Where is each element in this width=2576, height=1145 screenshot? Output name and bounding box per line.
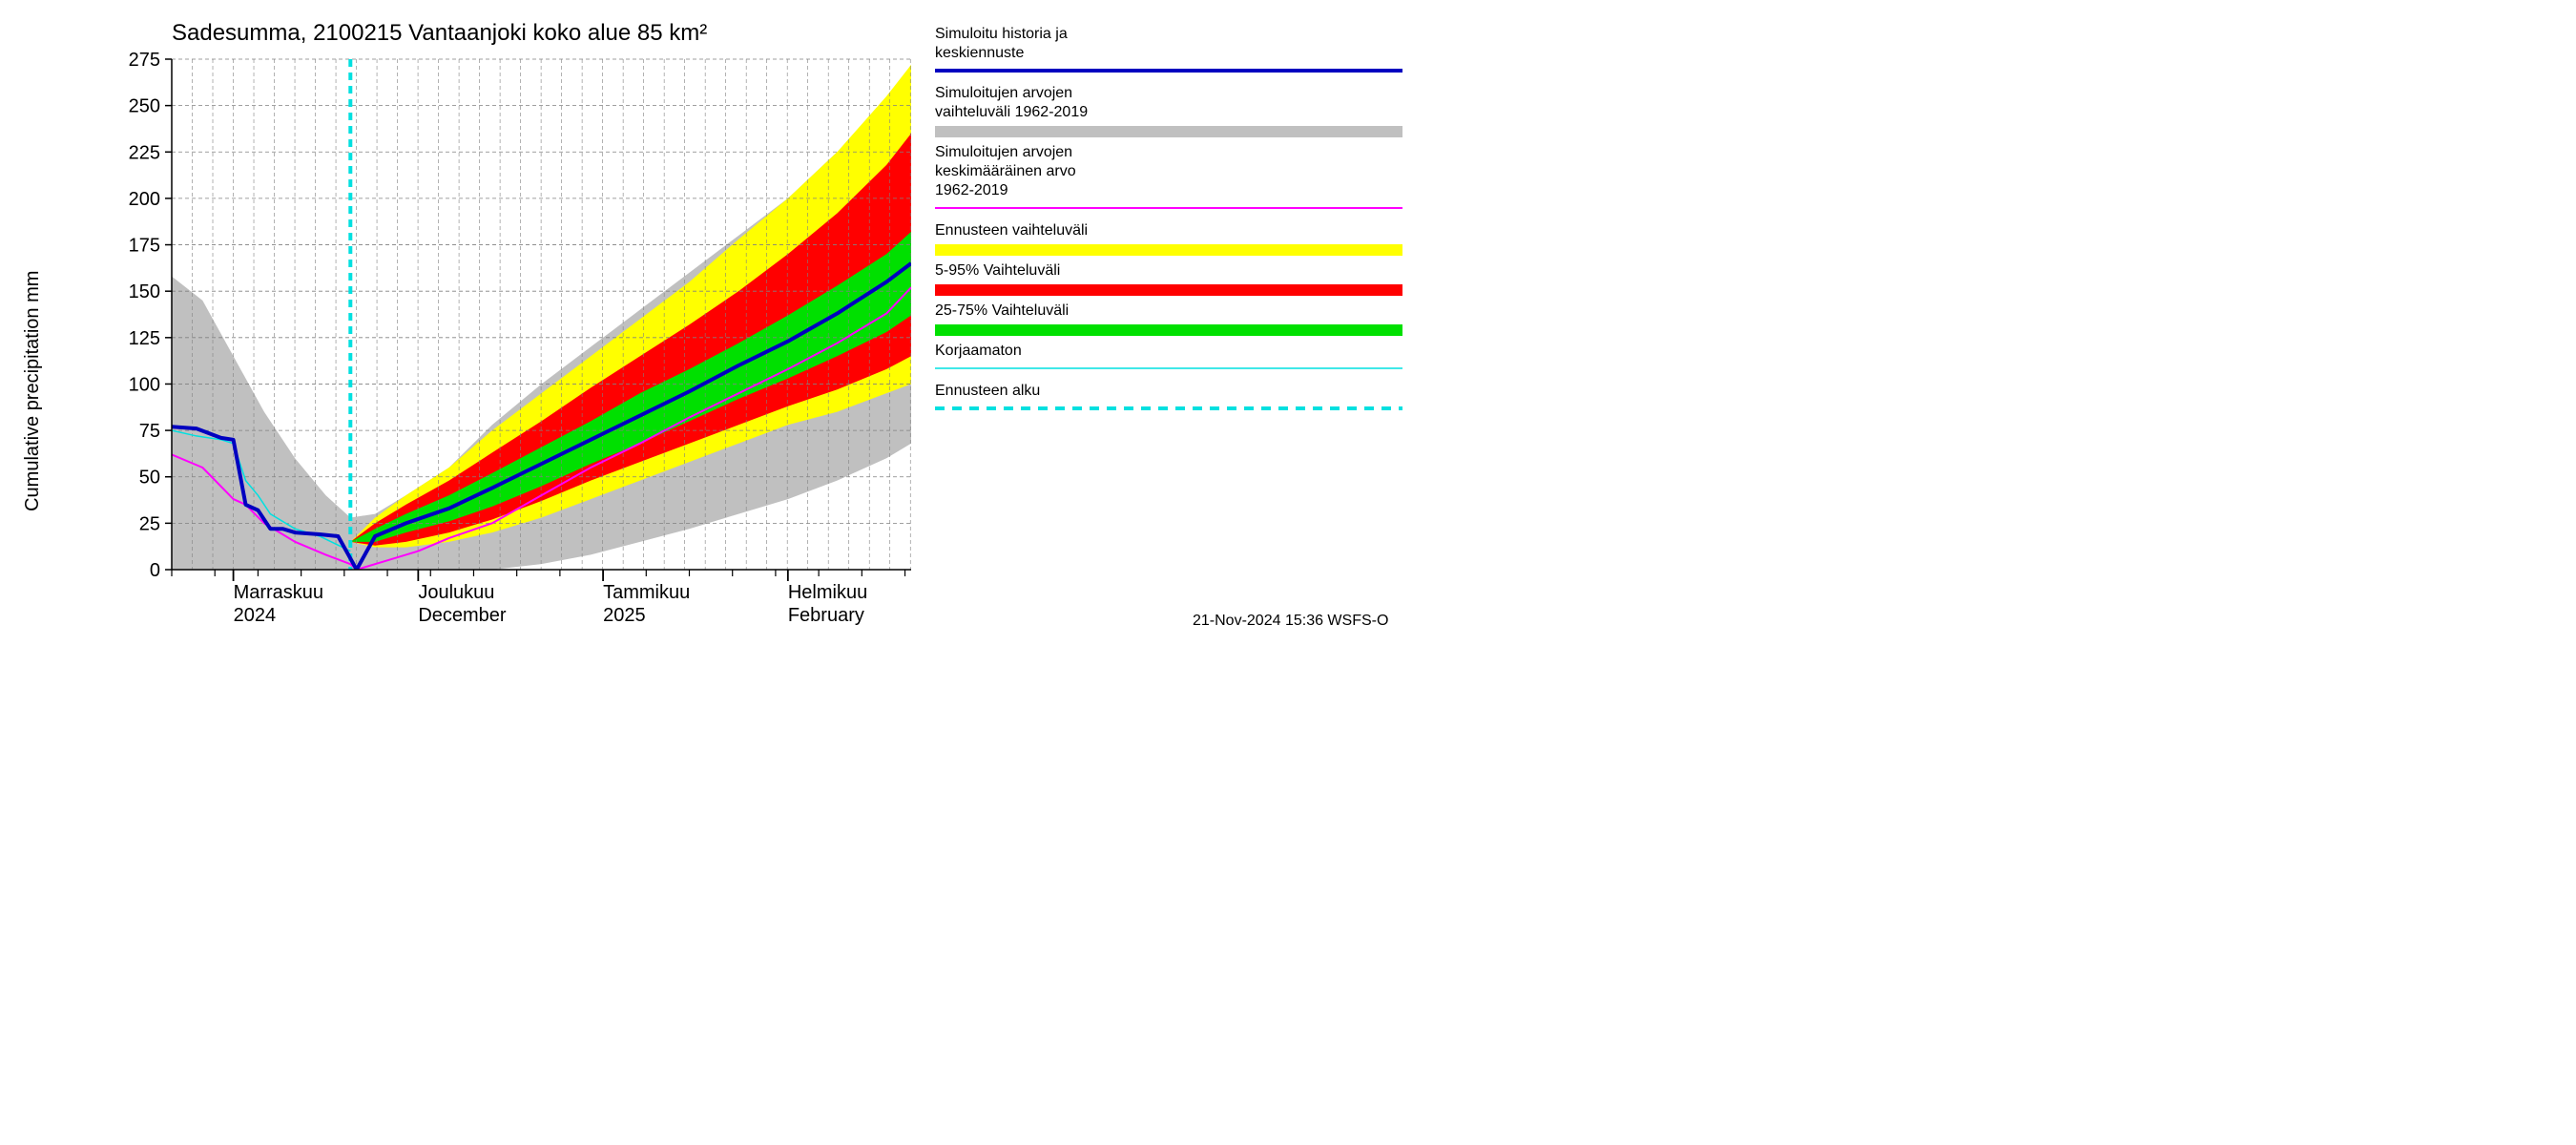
svg-text:0: 0 bbox=[150, 560, 160, 581]
svg-text:February: February bbox=[788, 605, 864, 626]
svg-text:Tammikuu: Tammikuu bbox=[603, 582, 690, 603]
svg-text:Ennusteen vaihteluväli: Ennusteen vaihteluväli bbox=[935, 222, 1088, 239]
svg-text:December: December bbox=[418, 605, 507, 626]
svg-text:2024: 2024 bbox=[234, 605, 276, 626]
svg-text:225: 225 bbox=[129, 142, 160, 163]
svg-text:Simuloitujen arvojen: Simuloitujen arvojen bbox=[935, 85, 1072, 101]
svg-text:Simuloitujen arvojen: Simuloitujen arvojen bbox=[935, 144, 1072, 160]
svg-text:5-95% Vaihteluväli: 5-95% Vaihteluväli bbox=[935, 262, 1060, 279]
svg-text:50: 50 bbox=[139, 468, 160, 489]
svg-text:175: 175 bbox=[129, 236, 160, 257]
svg-text:Korjaamaton: Korjaamaton bbox=[935, 343, 1022, 359]
svg-text:Marraskuu: Marraskuu bbox=[234, 582, 323, 603]
svg-text:keskimääräinen arvo: keskimääräinen arvo bbox=[935, 163, 1076, 179]
svg-text:25: 25 bbox=[139, 513, 160, 534]
svg-text:250: 250 bbox=[129, 96, 160, 117]
svg-text:2025: 2025 bbox=[603, 605, 646, 626]
svg-text:Helmikuu: Helmikuu bbox=[788, 582, 867, 603]
svg-text:Ennusteen alku: Ennusteen alku bbox=[935, 383, 1040, 399]
svg-text:25-75% Vaihteluväli: 25-75% Vaihteluväli bbox=[935, 302, 1069, 319]
svg-text:21-Nov-2024 15:36 WSFS-O: 21-Nov-2024 15:36 WSFS-O bbox=[1193, 613, 1388, 629]
svg-text:Joulukuu: Joulukuu bbox=[418, 582, 494, 603]
svg-text:vaihteluväli 1962-2019: vaihteluväli 1962-2019 bbox=[935, 104, 1088, 120]
svg-text:100: 100 bbox=[129, 374, 160, 395]
svg-text:275: 275 bbox=[129, 50, 160, 71]
svg-text:200: 200 bbox=[129, 189, 160, 210]
svg-text:125: 125 bbox=[129, 328, 160, 349]
svg-text:Simuloitu historia ja: Simuloitu historia ja bbox=[935, 26, 1068, 42]
svg-text:Cumulative precipitation mm: Cumulative precipitation mm bbox=[22, 271, 43, 511]
svg-text:Sadesumma, 2100215 Vantaanjoki: Sadesumma, 2100215 Vantaanjoki koko alue… bbox=[172, 20, 707, 46]
svg-text:keskiennuste: keskiennuste bbox=[935, 45, 1024, 61]
svg-text:1962-2019: 1962-2019 bbox=[935, 182, 1008, 198]
svg-text:150: 150 bbox=[129, 281, 160, 302]
svg-text:75: 75 bbox=[139, 421, 160, 442]
